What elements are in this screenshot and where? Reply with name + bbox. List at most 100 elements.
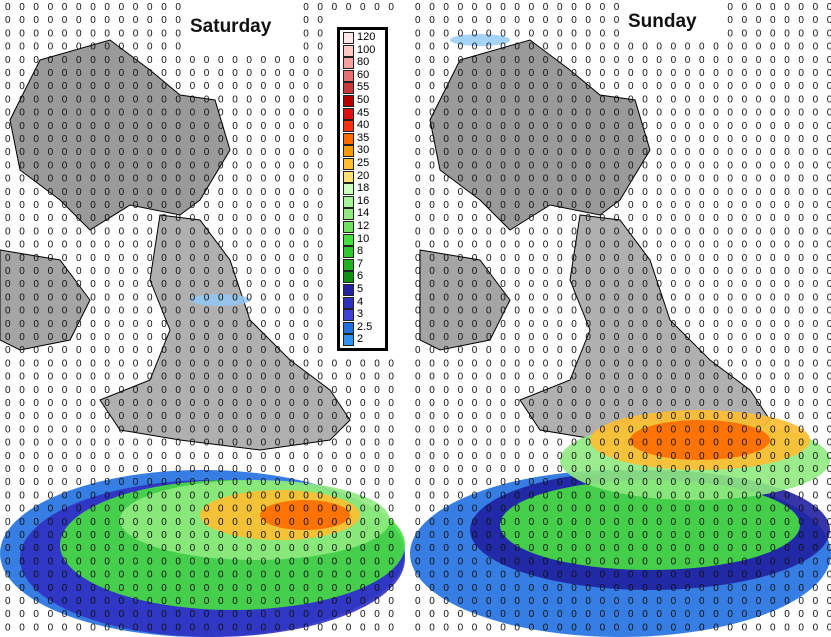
grid-value: 0 <box>5 292 11 303</box>
grid-value: 0 <box>317 81 323 92</box>
grid-value: 0 <box>742 385 748 396</box>
grid-value: 0 <box>161 253 167 264</box>
grid-value: 0 <box>48 253 54 264</box>
grid-value: 0 <box>713 517 719 528</box>
grid-value: 0 <box>529 253 535 264</box>
grid-value: 0 <box>727 134 733 145</box>
grid-value: 0 <box>415 68 421 79</box>
grid-value: 0 <box>261 345 267 356</box>
grid-value: 0 <box>175 385 181 396</box>
grid-value: 0 <box>190 583 196 594</box>
legend-entry: 18 <box>343 182 383 196</box>
grid-value: 0 <box>104 306 110 317</box>
grid-value: 0 <box>770 147 776 158</box>
grid-value: 0 <box>48 319 54 330</box>
grid-value: 0 <box>218 596 224 607</box>
grid-value: 0 <box>275 609 281 620</box>
grid-value: 0 <box>76 596 82 607</box>
grid-value: 0 <box>218 530 224 541</box>
grid-value: 0 <box>275 160 281 171</box>
grid-value: 0 <box>232 556 238 567</box>
grid-value: 0 <box>360 490 366 501</box>
grid-value: 0 <box>360 438 366 449</box>
grid-value: 0 <box>317 438 323 449</box>
grid-value: 0 <box>429 213 435 224</box>
grid-value: 0 <box>275 174 281 185</box>
grid-value: 0 <box>756 477 762 488</box>
grid-value: 0 <box>275 108 281 119</box>
grid-value: 0 <box>628 187 634 198</box>
grid-value: 0 <box>727 306 733 317</box>
grid-value: 0 <box>529 622 535 633</box>
grid-value: 0 <box>232 68 238 79</box>
grid-value: 0 <box>133 543 139 554</box>
grid-value: 0 <box>770 438 776 449</box>
grid-value: 0 <box>76 477 82 488</box>
grid-value: 0 <box>543 94 549 105</box>
grid-value: 0 <box>500 174 506 185</box>
grid-value: 0 <box>727 477 733 488</box>
grid-value: 0 <box>727 622 733 633</box>
grid-value: 0 <box>19 490 25 501</box>
grid-value: 0 <box>529 517 535 528</box>
grid-value: 0 <box>529 490 535 501</box>
grid-value: 0 <box>218 121 224 132</box>
legend-entry: 4 <box>343 296 383 309</box>
grid-value: 0 <box>614 94 620 105</box>
grid-value: 0 <box>90 55 96 66</box>
grid-value: 0 <box>699 596 705 607</box>
grid-value: 0 <box>685 583 691 594</box>
grid-value: 0 <box>175 108 181 119</box>
grid-value: 0 <box>104 68 110 79</box>
grid-value: 0 <box>813 570 819 581</box>
grid-value: 0 <box>48 81 54 92</box>
grid-value: 0 <box>303 28 309 39</box>
grid-value: 0 <box>374 411 380 422</box>
grid-value: 0 <box>161 358 167 369</box>
grid-value: 0 <box>671 543 677 554</box>
grid-value: 0 <box>48 556 54 567</box>
grid-value: 0 <box>514 94 520 105</box>
grid-value: 0 <box>147 55 153 66</box>
grid-value: 0 <box>119 306 125 317</box>
grid-value: 0 <box>685 477 691 488</box>
grid-value: 0 <box>317 609 323 620</box>
grid-value: 0 <box>529 68 535 79</box>
grid-value: 0 <box>246 438 252 449</box>
legend-label: 30 <box>357 144 370 157</box>
grid-value: 0 <box>190 160 196 171</box>
grid-value: 0 <box>175 174 181 185</box>
legend-swatch <box>343 82 354 95</box>
grid-value: 0 <box>62 570 68 581</box>
grid-value: 0 <box>642 94 648 105</box>
grid-value: 0 <box>76 398 82 409</box>
grid-value: 0 <box>190 240 196 251</box>
grid-value: 0 <box>76 332 82 343</box>
grid-value: 0 <box>529 438 535 449</box>
grid-value: 0 <box>261 490 267 501</box>
grid-value: 0 <box>784 609 790 620</box>
grid-value: 0 <box>628 332 634 343</box>
grid-value: 0 <box>119 358 125 369</box>
grid-value: 0 <box>458 622 464 633</box>
grid-value: 0 <box>585 55 591 66</box>
grid-value: 0 <box>104 266 110 277</box>
grid-value: 0 <box>585 266 591 277</box>
grid-value: 0 <box>232 226 238 237</box>
grid-value: 0 <box>671 240 677 251</box>
grid-value: 0 <box>557 622 563 633</box>
grid-value: 0 <box>429 398 435 409</box>
grid-value: 0 <box>190 81 196 92</box>
grid-value: 0 <box>104 55 110 66</box>
grid-value: 0 <box>685 81 691 92</box>
grid-value: 0 <box>827 2 831 13</box>
legend-entry: 120 <box>343 31 383 44</box>
grid-value: 0 <box>218 174 224 185</box>
grid-value: 0 <box>415 200 421 211</box>
grid-value: 0 <box>33 28 39 39</box>
grid-value: 0 <box>656 160 662 171</box>
grid-value: 0 <box>275 411 281 422</box>
grid-value: 0 <box>90 266 96 277</box>
grid-value: 0 <box>671 319 677 330</box>
grid-value: 0 <box>5 200 11 211</box>
